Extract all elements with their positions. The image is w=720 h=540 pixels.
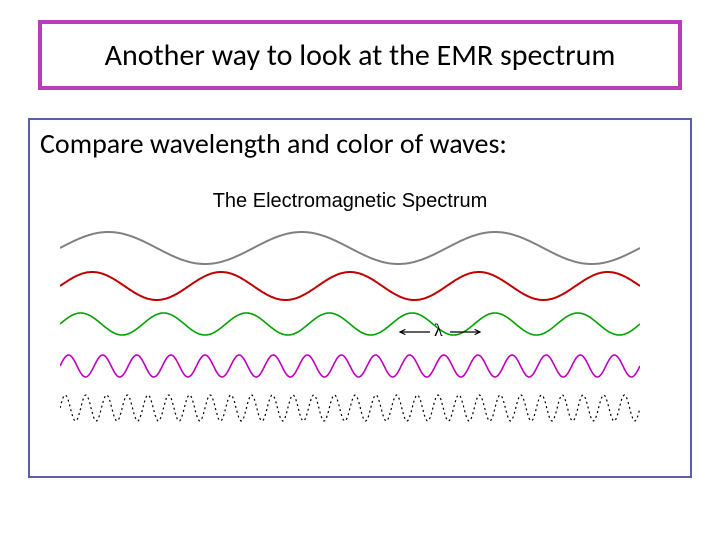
spectrum-waves [60, 228, 640, 458]
spectrum-title: The Electromagnetic Spectrum [60, 190, 640, 213]
title-box: Another way to look at the EMR spectrum [38, 20, 682, 90]
wave-radio [60, 232, 640, 264]
subtitle-text: Compare wavelength and color of waves: [40, 126, 680, 161]
wave-ultraviolet [60, 355, 640, 377]
wave-visible [60, 313, 640, 335]
slide: Another way to look at the EMR spectrum … [0, 0, 720, 540]
wave-infrared [60, 272, 640, 300]
wave-xray [60, 395, 640, 421]
title-text: Another way to look at the EMR spectrum [105, 37, 616, 74]
lambda-symbol: λ [434, 320, 443, 341]
